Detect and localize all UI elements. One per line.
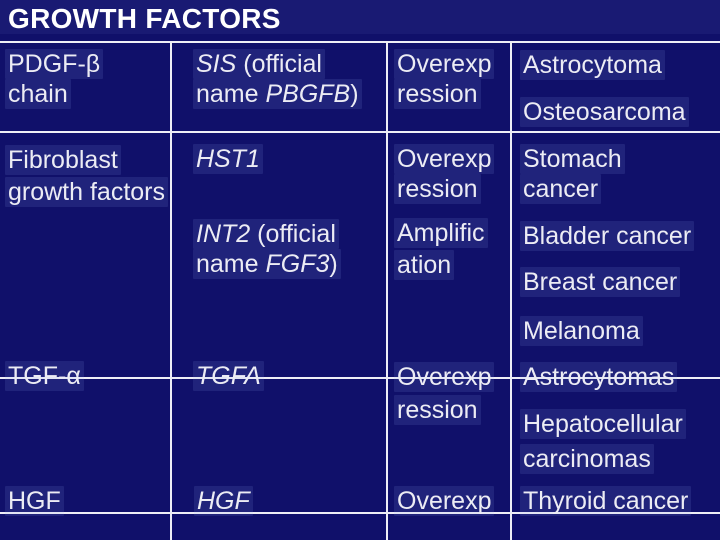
cell-tumor-astrocytomas: Astrocytomas [520,362,678,392]
cell-mechanism-tgfa: Overexp ression [394,361,495,427]
cell-gene-hgf: HGF [194,486,253,516]
cell-tumor-melanoma: Melanoma [520,316,643,346]
cell-tumor-breast-cancer: Breast cancer [520,267,681,297]
cell-gene-tgfa: TGFA [193,361,264,391]
cell-mechanism-hgf: Overexp [394,486,495,516]
cell-growth-factor-hgf: HGF [5,486,64,516]
cell-mechanism-pdgf: Overexp ression [394,49,495,109]
grid-line-vertical-col3 [510,41,512,540]
cell-gene-int2: INT2 (official name FGF3) [193,219,341,279]
cell-mechanism-fgf-overexpression: Overexp ression [394,144,495,204]
grid-line-horizontal-title [0,41,720,43]
cell-growth-factor-tgfa: TGF-α [5,361,84,391]
grid-line-horizontal-row1 [0,131,720,133]
cell-growth-factor-pdgf: PDGF-β chain [5,49,104,109]
cell-tumor-astrocytoma: Astrocytoma [520,50,665,80]
title-highlight-band [0,0,720,34]
cell-tumor-osteosarcoma: Osteosarcoma [520,97,689,127]
cell-tumor-thyroid-cancer: Thyroid cancer [520,486,692,516]
grid-line-vertical-col2 [386,41,388,540]
cell-tumor-hepatocellular: Hepatocellular carcinomas [520,407,686,477]
cell-gene-sis: SIS (official name PBGFB) [193,49,362,109]
cell-tumor-stomach-cancer: Stomach cancer [520,144,625,204]
slide-title: GROWTH FACTORS [8,3,281,34]
cell-growth-factor-fgf: Fibroblast growth factors [5,144,169,208]
cell-gene-hst1: HST1 [193,144,263,174]
cell-mechanism-fgf-amplification: Amplific ation [394,217,488,281]
grid-line-horizontal-row2 [0,377,720,379]
grid-line-horizontal-row3 [0,512,720,514]
grid-line-vertical-col1 [170,41,172,540]
cell-tumor-bladder-cancer: Bladder cancer [520,221,695,251]
